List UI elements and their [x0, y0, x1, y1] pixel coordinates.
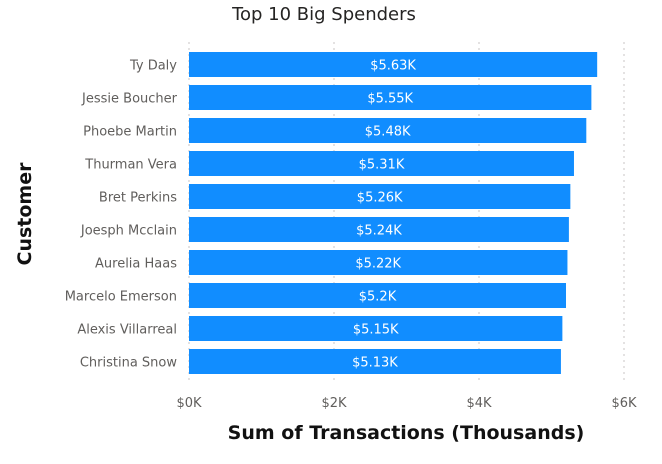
- bar-data-label: $5.24K: [356, 224, 402, 239]
- bar: [189, 217, 569, 242]
- bar: [189, 85, 592, 110]
- x-tick-label: $4K: [466, 396, 492, 411]
- bar-data-label: $5.15K: [353, 323, 399, 338]
- category-label: Christina Snow: [80, 356, 178, 371]
- bar: [189, 316, 563, 341]
- category-label: Joesph Mcclain: [80, 224, 177, 239]
- bar: [189, 118, 587, 143]
- category-label: Aurelia Haas: [95, 257, 177, 272]
- bar-data-label: $5.48K: [365, 125, 411, 140]
- bar: [189, 250, 568, 275]
- x-axis-title: Sum of Transactions (Thousands): [228, 422, 585, 444]
- bar: [189, 283, 566, 308]
- bar-data-label: $5.55K: [367, 92, 413, 107]
- x-tick-label: $6K: [611, 396, 637, 411]
- category-label: Ty Daly: [129, 59, 177, 74]
- x-tick-label: $0K: [176, 396, 202, 411]
- y-axis-title: Customer: [14, 162, 36, 266]
- category-label: Phoebe Martin: [83, 125, 177, 140]
- bar-data-label: $5.13K: [352, 356, 398, 371]
- bar-data-label: $5.22K: [355, 257, 401, 272]
- x-tick-label: $2K: [321, 396, 347, 411]
- x-tick-labels: $0K $2K $4K $6K: [176, 396, 637, 411]
- bar: [189, 349, 561, 374]
- bar-data-label: $5.31K: [359, 158, 405, 173]
- bar-data-label: $5.63K: [370, 59, 416, 74]
- bars: $5.63K $5.55K $5.48K $5.31K $5.26K $5.24K $5.2…: [189, 52, 598, 374]
- bar: [189, 151, 574, 176]
- category-label: Alexis Villarreal: [77, 323, 177, 338]
- bar: [189, 184, 571, 209]
- bar: [189, 52, 598, 77]
- bar-data-label: $5.26K: [357, 191, 403, 206]
- category-labels: Ty Daly Jessie Boucher Phoebe Martin Thurma…: [65, 59, 178, 371]
- category-label: Marcelo Emerson: [65, 290, 177, 305]
- category-label: Thurman Vera: [84, 158, 177, 173]
- category-label: Jessie Boucher: [81, 92, 178, 107]
- category-label: Bret Perkins: [99, 191, 177, 206]
- bar-data-label: $5.2K: [359, 290, 397, 305]
- chart-title: Top 10 Big Spenders: [231, 4, 416, 25]
